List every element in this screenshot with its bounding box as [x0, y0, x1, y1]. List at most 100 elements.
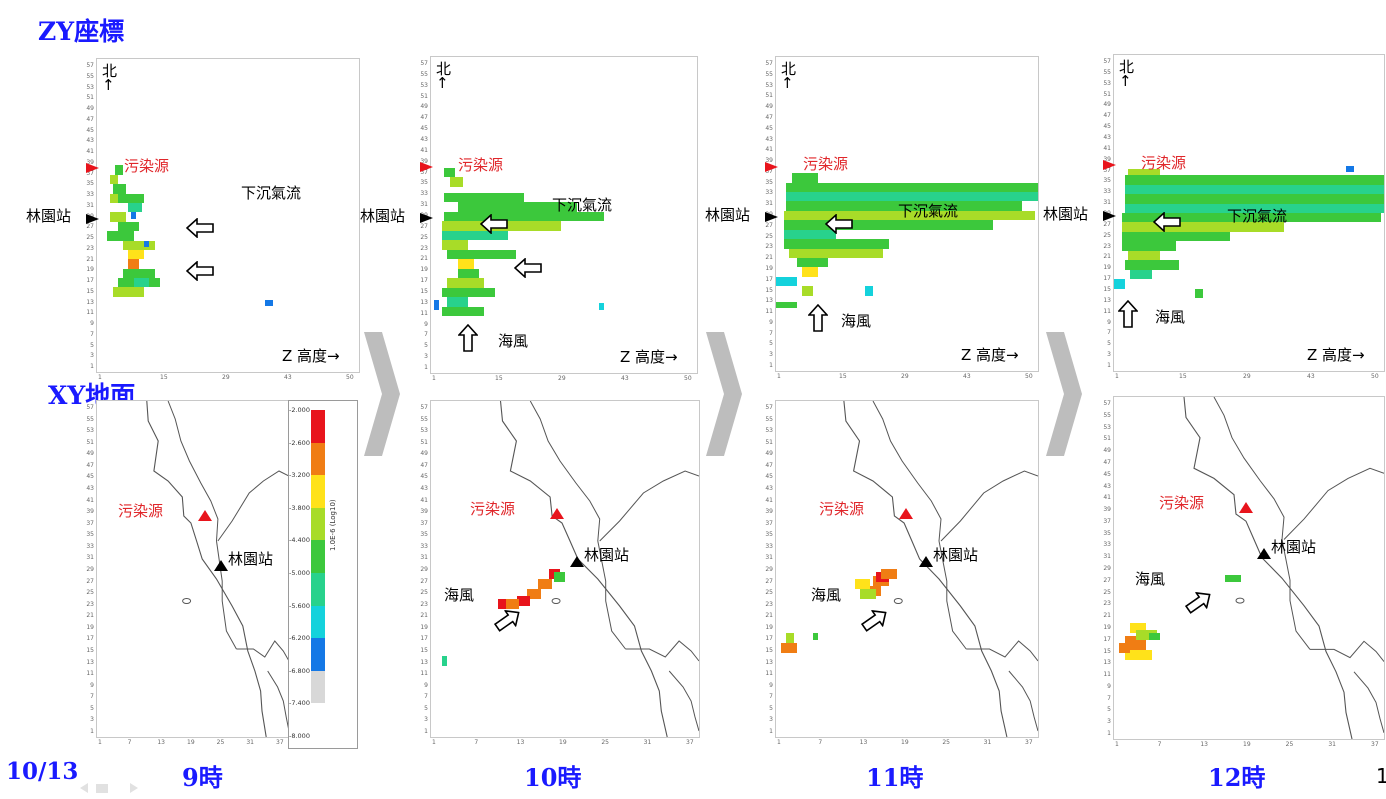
nav-arrows-icon[interactable] [10, 782, 140, 795]
y-tick-label: 53 [1103, 79, 1111, 87]
y-tick-label: 11 [1103, 671, 1111, 679]
concentration-cell [128, 259, 139, 269]
legend-tick-label: -6.800 [289, 666, 310, 675]
source-marker-icon [550, 508, 564, 519]
y-tick-label: 47 [765, 113, 773, 121]
y-tick-label: 9 [1107, 318, 1111, 326]
x-tick-label: 7 [474, 739, 479, 746]
y-tick-label: 35 [86, 180, 94, 188]
x-tick-label: 13 [157, 739, 165, 746]
concentration-cell [776, 276, 797, 287]
y-tick-label: 37 [1103, 517, 1111, 525]
y-tick-label: 45 [86, 473, 94, 481]
y-tick-label: 33 [420, 542, 428, 550]
x-tick-label: 13 [1200, 741, 1208, 748]
z-axis-label: Z 高度→ [620, 348, 678, 366]
concentration-cell [264, 300, 273, 307]
y-tick-label: 57 [420, 404, 428, 411]
y-tick-label: 3 [90, 716, 94, 724]
concentration-cell [446, 297, 469, 307]
legend-color-band [311, 540, 325, 573]
x-tick-label: 29 [222, 374, 230, 381]
coastline-map [499, 401, 699, 737]
chevron-right-icon [364, 332, 400, 456]
downdraft-arrow-icon [186, 218, 214, 238]
x-tick-label: 50 [684, 375, 692, 382]
y-tick-label: 25 [1103, 231, 1111, 239]
y-tick-label: 7 [90, 330, 94, 338]
xy-sea-breeze-label: 海風 [444, 586, 475, 604]
y-tick-label: 43 [765, 135, 773, 143]
y-tick-label: 53 [1103, 423, 1111, 431]
y-tick-label: 15 [765, 647, 773, 654]
y-tick-label: 53 [765, 81, 773, 89]
y-tick-label: 43 [1103, 134, 1111, 141]
concentration-cell [802, 286, 813, 296]
zy-sea-breeze-label: 海風 [841, 312, 872, 330]
concentration-cell [865, 286, 873, 296]
y-tick-label: 17 [1103, 275, 1111, 283]
x-tick-label: 37 [276, 739, 284, 746]
concentration-cell [128, 202, 142, 213]
y-tick-label: 25 [765, 589, 773, 597]
y-tick-label: 29 [420, 566, 428, 573]
station-marker-icon [570, 556, 584, 567]
xy-source-label: 污染源 [470, 500, 516, 518]
chevron-right-icon [706, 332, 742, 456]
source-marker-icon [86, 163, 99, 174]
concentration-cell [123, 268, 155, 279]
y-tick-label: 51 [86, 94, 94, 102]
y-tick-label: 47 [765, 461, 773, 469]
y-tick-label: 53 [420, 427, 428, 435]
legend-color-band [311, 507, 325, 541]
y-tick-label: 57 [765, 404, 773, 411]
y-tick-label: 51 [765, 438, 773, 446]
y-tick-label: 15 [1103, 286, 1111, 293]
y-tick-label: 39 [1103, 506, 1111, 514]
concentration-cell [433, 300, 439, 310]
slide-nav-controls[interactable] [10, 780, 140, 793]
y-tick-label: 1 [90, 363, 94, 370]
y-tick-label: 11 [86, 309, 94, 317]
concentration-cell [783, 210, 1036, 221]
y-tick-label: 3 [424, 353, 428, 361]
concentration-cell [115, 165, 124, 175]
y-tick-label: 49 [420, 450, 428, 458]
y-tick-label: 55 [765, 70, 773, 78]
y-tick-label: 27 [86, 577, 94, 585]
y-tick-label: 15 [1103, 647, 1111, 655]
y-tick-label: 55 [420, 415, 428, 423]
legend-color-band [311, 638, 325, 671]
concentration-cell [457, 268, 479, 279]
y-tick-label: 31 [765, 554, 773, 562]
y-tick-label: 13 [1103, 659, 1111, 667]
concentration-cell [133, 278, 150, 288]
y-tick-label: 23 [86, 600, 94, 608]
y-tick-label: 55 [1103, 68, 1111, 76]
y-tick-label: 39 [420, 157, 428, 165]
concentration-cell [446, 278, 485, 288]
y-tick-label: 47 [420, 114, 428, 122]
x-tick-label: 50 [1025, 373, 1033, 380]
y-tick-label: 17 [86, 277, 94, 284]
station-marker-icon [1257, 548, 1271, 559]
y-tick-label: 9 [90, 681, 94, 689]
y-tick-label: 1 [769, 362, 773, 369]
sea-breeze-arrow-icon [458, 324, 478, 352]
y-tick-label: 13 [765, 297, 773, 305]
y-tick-label: 49 [420, 103, 428, 111]
time-label-11: 11時 [866, 763, 924, 792]
sea-breeze-arrow-icon [808, 304, 828, 332]
north-label: 北 [781, 60, 797, 78]
y-tick-label: 49 [765, 450, 773, 458]
x-tick-label: 19 [1243, 741, 1251, 748]
y-tick-label: 35 [1103, 529, 1111, 537]
y-tick-label: 25 [86, 589, 94, 597]
y-tick-label: 13 [86, 298, 94, 306]
legend-tick-label: -2.000 [289, 406, 310, 414]
y-tick-label: 27 [765, 221, 773, 229]
y-tick-label: 55 [420, 70, 428, 78]
concentration-cell [506, 599, 520, 610]
y-tick-label: 57 [86, 404, 94, 411]
concentration-cell [128, 249, 145, 260]
